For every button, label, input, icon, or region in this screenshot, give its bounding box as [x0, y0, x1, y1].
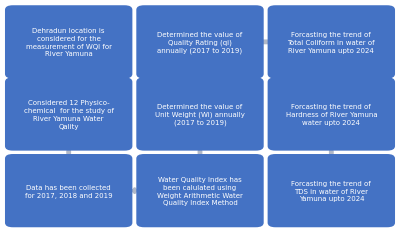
Text: Forcasting the trend of
Hardness of River Yamuna
water upto 2024: Forcasting the trend of Hardness of Rive…: [286, 104, 377, 125]
FancyBboxPatch shape: [268, 78, 395, 151]
FancyBboxPatch shape: [136, 78, 264, 151]
FancyBboxPatch shape: [268, 154, 395, 227]
Text: Considered 12 Physico-
chemical  for the study of
River Yamuna Water
Qality: Considered 12 Physico- chemical for the …: [24, 100, 114, 129]
FancyBboxPatch shape: [5, 78, 132, 151]
Text: Data has been collected
for 2017, 2018 and 2019: Data has been collected for 2017, 2018 a…: [25, 184, 112, 198]
Text: Determined the value of
Unit Weight (Wi) annually
(2017 to 2019): Determined the value of Unit Weight (Wi)…: [155, 103, 245, 126]
FancyBboxPatch shape: [136, 6, 264, 79]
Text: Dehradun location is
considered for the
measurement of WQI for
River Yamuna: Dehradun location is considered for the …: [26, 28, 112, 57]
FancyBboxPatch shape: [136, 154, 264, 227]
FancyBboxPatch shape: [268, 6, 395, 79]
FancyBboxPatch shape: [5, 154, 132, 227]
Text: Water Quality Index has
been calulated using
Weight Arithmetic Water
Quality Ind: Water Quality Index has been calulated u…: [157, 176, 243, 205]
FancyBboxPatch shape: [5, 6, 132, 79]
Text: Determined the value of
Quality Rating (qi)
annually (2017 to 2019): Determined the value of Quality Rating (…: [157, 31, 243, 54]
Text: Forcasting the trend of
Total Coliform in water of
River Yamuna upto 2024: Forcasting the trend of Total Coliform i…: [288, 32, 375, 53]
Text: Forcasting the trend of
TDS in water of River
Yamuna upto 2024: Forcasting the trend of TDS in water of …: [292, 180, 371, 202]
